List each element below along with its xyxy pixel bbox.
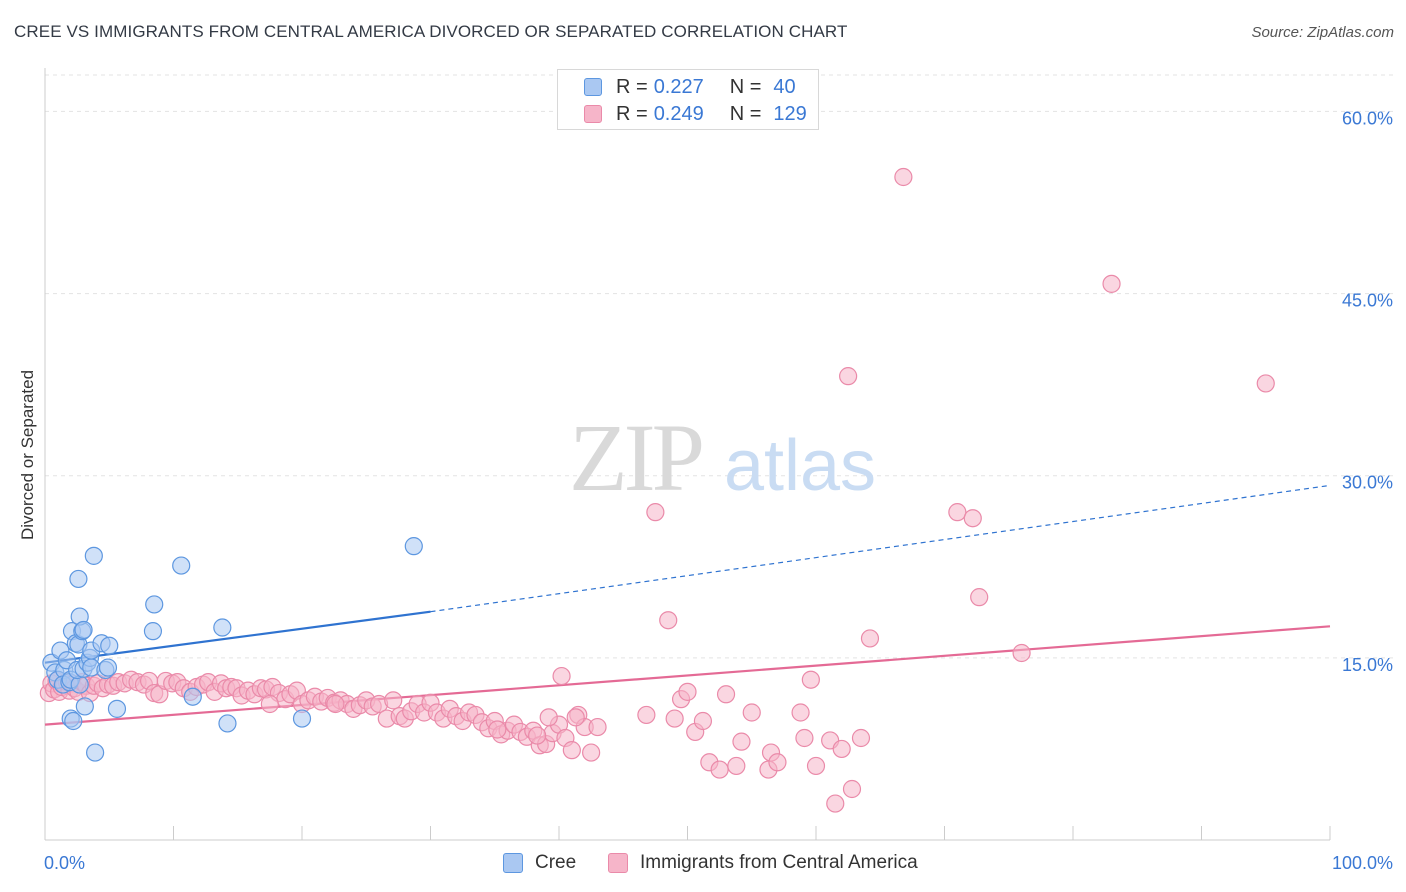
data-point-immigrants: [716, 685, 736, 704]
bottom-legend-swatch-cree: [503, 853, 523, 873]
y-tick-label: 30.0%: [1342, 473, 1393, 493]
data-point-immigrants: [678, 682, 697, 701]
data-point-cree: [172, 556, 191, 575]
data-point-immigrants: [732, 732, 751, 751]
series-immigrants: [39, 167, 1275, 813]
data-point-immigrants: [326, 694, 345, 714]
data-point-cree: [84, 546, 103, 565]
watermark-zip: ZIP: [569, 404, 702, 511]
data-point-immigrants: [963, 509, 982, 528]
data-point-cree: [292, 709, 312, 728]
data-point-immigrants: [710, 760, 729, 779]
data-point-immigrants: [1012, 643, 1031, 663]
legend-r-label: R =: [616, 75, 648, 98]
data-point-immigrants: [552, 666, 571, 686]
data-point-cree: [86, 743, 105, 762]
stats-legend: R = 0.227 N = 40 R = 0.249 N = 129: [557, 69, 819, 130]
data-point-immigrants: [791, 703, 810, 722]
legend-r-value: 0.227: [653, 75, 704, 98]
data-point-cree: [107, 699, 127, 718]
data-point-cree: [74, 620, 93, 640]
data-point-immigrants: [539, 708, 558, 727]
source-label: Source: ZipAtlas.com: [1251, 24, 1394, 41]
data-point-immigrants: [637, 705, 656, 725]
data-point-immigrants: [842, 779, 862, 799]
x-tick-label: 0.0%: [44, 853, 85, 873]
legend-swatch-immigrants: [584, 105, 602, 123]
data-point-cree: [64, 711, 83, 731]
legend-row-cree: R = 0.227 N = 40: [584, 76, 796, 98]
data-point-immigrants: [970, 588, 989, 607]
data-point-immigrants: [562, 741, 581, 760]
legend-row-immigrants: R = 0.249 N = 129: [584, 103, 807, 125]
data-point-cree: [213, 618, 232, 637]
y-tick-label: 45.0%: [1342, 291, 1393, 311]
bottom-legend-swatch-immigrants: [608, 853, 628, 873]
data-point-cree: [100, 636, 119, 655]
y-axis-label: Divorced or Separated: [18, 369, 37, 541]
legend-n-label: N =: [729, 75, 762, 98]
data-point-immigrants: [1102, 274, 1121, 293]
data-point-immigrants: [260, 694, 279, 714]
data-point-immigrants: [742, 703, 761, 722]
data-point-cree: [143, 622, 163, 641]
data-point-immigrants: [948, 503, 967, 522]
x-tick-label: 100.0%: [1332, 853, 1393, 873]
data-point-immigrants: [801, 670, 820, 689]
data-point-cree: [218, 714, 237, 733]
legend-n-value: 40: [773, 75, 796, 98]
grid-lines: [45, 74, 1395, 659]
trend-line-cree-dashed: [430, 484, 1331, 613]
bottom-legend-label-immigrants: Immigrants from Central America: [640, 852, 918, 873]
data-point-immigrants: [588, 717, 607, 737]
bottom-legend-label-cree: Cree: [535, 852, 577, 873]
legend-n-label: N =: [729, 102, 762, 125]
data-point-cree: [145, 595, 164, 614]
data-point-immigrants: [528, 726, 547, 745]
bottom-legend-cree: Cree: [503, 852, 576, 874]
data-point-immigrants: [806, 756, 826, 776]
trend-line-immigrants: [44, 625, 1331, 726]
data-point-immigrants: [646, 503, 665, 522]
data-point-immigrants: [860, 629, 880, 648]
data-point-immigrants: [851, 728, 871, 748]
data-point-immigrants: [894, 167, 913, 187]
data-point-immigrants: [826, 794, 845, 813]
data-point-cree: [69, 569, 88, 589]
data-point-immigrants: [384, 691, 403, 710]
data-point-immigrants: [768, 753, 787, 772]
data-point-immigrants: [1256, 374, 1275, 393]
data-point-immigrants: [488, 720, 507, 739]
watermark: ZIP atlas: [569, 404, 876, 511]
watermark-atlas: atlas: [724, 426, 876, 506]
y-tick-label: 60.0%: [1342, 108, 1393, 128]
data-point-cree: [183, 687, 202, 706]
data-point-immigrants: [693, 711, 713, 731]
legend-swatch-cree: [584, 78, 602, 96]
data-point-immigrants: [839, 367, 858, 386]
tick-labels: 15.0% 30.0% 45.0% 60.0% 0.0% 100.0%: [44, 108, 1393, 873]
y-tick-label: 15.0%: [1342, 655, 1393, 675]
chart-title: CREE VS IMMIGRANTS FROM CENTRAL AMERICA …: [14, 22, 848, 41]
data-point-cree: [98, 658, 118, 677]
data-point-immigrants: [659, 611, 678, 630]
data-point-immigrants: [795, 728, 814, 748]
legend-r-value: 0.249: [653, 102, 704, 125]
data-point-cree: [404, 537, 423, 556]
data-point-immigrants: [582, 743, 601, 762]
legend-n-value: 129: [773, 102, 807, 125]
data-point-immigrants: [727, 756, 746, 776]
data-point-immigrants: [832, 739, 851, 759]
legend-r-label: R =: [616, 102, 648, 125]
data-point-immigrants: [665, 709, 684, 728]
bottom-legend-immigrants: Immigrants from Central America: [608, 852, 918, 874]
series-cree: [42, 537, 423, 762]
axes: [44, 68, 1331, 841]
data-point-immigrants: [566, 708, 585, 727]
data-point-cree: [75, 697, 94, 716]
